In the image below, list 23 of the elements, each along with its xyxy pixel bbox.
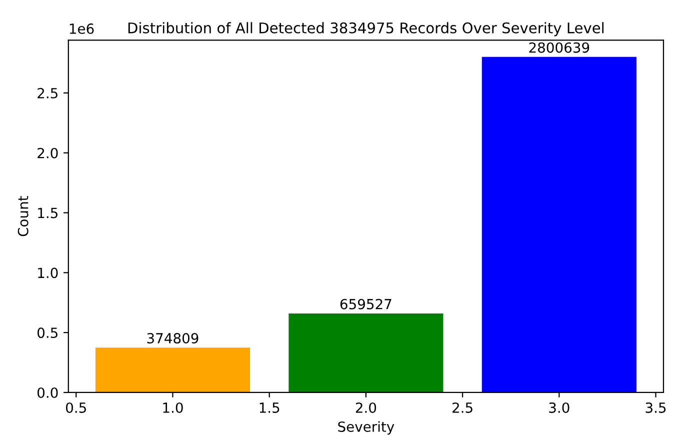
- x-tick-label: 1.0: [163, 402, 183, 413]
- text: 1e6: [70, 23, 94, 34]
- y-tick-label: 1.5: [38, 208, 58, 218]
- annotation: 659527: [340, 298, 392, 310]
- y-tick-label: 1.0: [38, 268, 58, 278]
- chart-title: Distribution of All Detected 3834975 Records Over Severity Level: [128, 22, 604, 36]
- y-axis-title: Count: [18, 196, 28, 236]
- y-tick-label: 2.0: [38, 148, 58, 158]
- y-tick-label: 0.5: [38, 328, 58, 338]
- x-axis-title: Severity: [338, 421, 394, 435]
- x-tick-label: 2.0: [356, 402, 376, 413]
- x-tick-label: 3.5: [646, 402, 666, 413]
- x-tick-label: 2.5: [452, 402, 472, 413]
- x-tick-label: 1.5: [260, 402, 280, 413]
- x-tick-label: 3.0: [549, 402, 570, 413]
- bar: [288, 313, 444, 392]
- annotation: 374809: [147, 332, 198, 344]
- y-tick-label: 2.5: [38, 88, 58, 98]
- y-tick-label: 0.0: [38, 387, 58, 398]
- bar: [482, 56, 636, 392]
- x-tick-label: 0.5: [66, 402, 86, 413]
- bar: [95, 348, 250, 392]
- annotation: 2800639: [529, 42, 590, 53]
